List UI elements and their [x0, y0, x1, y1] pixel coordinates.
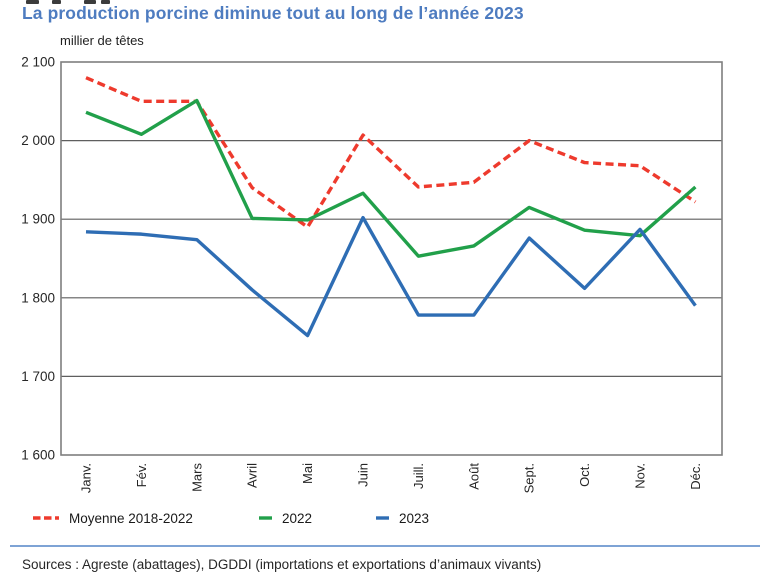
series-line-2023 — [85, 215, 697, 338]
clipped-text-artifact — [26, 0, 39, 4]
x-axis-tick-label: Nov. — [633, 463, 648, 489]
series-line-2022 — [85, 98, 697, 258]
footer-divider — [10, 545, 760, 547]
y-axis-tick-label: 1 800 — [21, 290, 55, 305]
x-axis-tick-label: Sept. — [522, 463, 537, 493]
x-axis-tick-label: Déc. — [688, 463, 703, 490]
legend-item-2022: 2022 — [258, 507, 312, 529]
legend-label: 2023 — [399, 510, 430, 526]
y-axis-tick-label: 1 700 — [21, 369, 55, 384]
y-axis-tick-label: 1 600 — [21, 448, 55, 463]
clipped-text-artifact — [101, 0, 110, 4]
clipped-text-artifact — [84, 0, 96, 4]
legend-swatch-blue — [376, 516, 389, 520]
line-chart: 1 600 1 700 1 800 1 900 2 000 2 100 Janv. Fév. M… — [21, 55, 723, 493]
legend-swatch-green — [259, 516, 272, 520]
series-line-moyenne-2018-2022 — [85, 76, 697, 229]
x-axis-tick-label: Juill. — [411, 463, 426, 489]
legend-label: Moyenne 2018-2022 — [69, 510, 193, 526]
x-axis-tick-label: Mars — [189, 463, 204, 492]
chart-title: La production porcine diminue tout au lo… — [22, 3, 524, 23]
x-axis-tick-label: Avril — [245, 463, 260, 488]
plot-border — [60, 61, 723, 456]
x-axis-tick-label: Fév. — [134, 463, 149, 487]
y-axis-unit-label: millier de têtes — [60, 33, 144, 48]
chart-legend: Moyenne 2018-2022 2022 2023 — [0, 507, 781, 529]
y-axis-tick-label: 2 000 — [21, 133, 55, 148]
x-axis-tick-label: Juin — [356, 463, 371, 487]
legend-item-2023: 2023 — [375, 507, 429, 529]
y-axis-tick-label: 1 900 — [21, 212, 55, 227]
x-axis-tick-label: Janv. — [79, 463, 94, 493]
clipped-text-artifact — [52, 0, 61, 4]
x-axis-tick-label: Oct. — [577, 463, 592, 487]
legend-swatch-dashed-red — [33, 516, 59, 520]
sources-text: Sources : Agreste (abattages), DGDDI (im… — [22, 557, 542, 572]
legend-item-moyenne-2018-2022: Moyenne 2018-2022 — [32, 507, 193, 529]
x-axis-tick-label: Août — [466, 463, 481, 490]
y-axis-tick-label: 2 100 — [21, 55, 55, 70]
legend-label: 2022 — [282, 510, 313, 526]
x-axis-tick-label: Mai — [300, 463, 315, 484]
